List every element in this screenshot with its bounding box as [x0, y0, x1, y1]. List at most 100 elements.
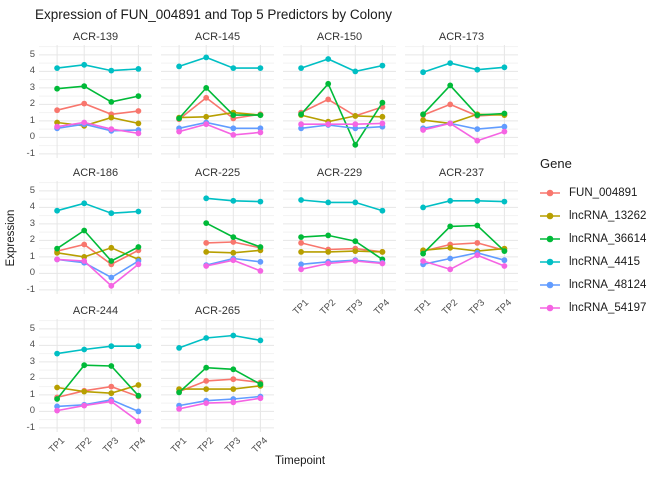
point-lncRNA_36614 — [420, 250, 426, 257]
point-lncRNA_36614 — [325, 80, 332, 87]
facet-panel-acr-145: ACR-145 — [161, 30, 274, 158]
point-lncRNA_36614 — [54, 245, 60, 252]
point-FUN_004891 — [203, 240, 210, 246]
line-lncRNA_54197 — [300, 260, 384, 271]
point-lncRNA_13262 — [420, 117, 426, 123]
point-lncRNA_54197 — [81, 258, 88, 264]
point-lncRNA_54197 — [352, 121, 359, 128]
x-tick-label: TP1 — [413, 297, 434, 318]
point-lncRNA_54197 — [54, 123, 60, 130]
point-lncRNA_4415 — [474, 197, 481, 204]
line-FUN_004891 — [300, 98, 384, 117]
line-lncRNA_4415 — [422, 62, 506, 74]
point-lncRNA_36614 — [81, 227, 88, 234]
point-lncRNA_54197 — [230, 399, 237, 406]
point-lncRNA_54197 — [203, 400, 210, 406]
legend-item-label: lncRNA_36614 — [569, 233, 647, 245]
point-lncRNA_54197 — [257, 395, 264, 402]
legend-title: Gene — [540, 156, 572, 171]
y-tick-label: 1 — [29, 388, 35, 400]
point-lncRNA_54197 — [176, 406, 182, 412]
x-tick-label: TP4 — [372, 297, 393, 318]
point-lncRNA_48124 — [501, 257, 508, 264]
point-lncRNA_4415 — [257, 198, 264, 205]
facet-panel-acr-244: ACR-244 5 4 3 2 1 0 -1 TP1 TP2 TP3 TP4 — [27, 304, 152, 455]
point-lncRNA_54197 — [474, 137, 481, 144]
legend-item-label: lncRNA_4415 — [569, 256, 640, 268]
point-lncRNA_48124 — [54, 403, 60, 410]
point-lncRNA_48124 — [135, 408, 142, 415]
point-lncRNA_36614 — [81, 362, 88, 369]
point-lncRNA_4415 — [54, 350, 60, 357]
facet-strip-label: ACR-229 — [316, 167, 363, 179]
point-lncRNA_54197 — [298, 121, 304, 128]
y-tick-label: 4 — [29, 201, 35, 213]
line-lncRNA_36614 — [422, 224, 506, 255]
point-lncRNA_48124 — [298, 125, 304, 132]
line-lncRNA_54197 — [422, 254, 506, 271]
point-lncRNA_36614 — [257, 381, 264, 388]
point-lncRNA_54197 — [176, 128, 182, 135]
facet-strip-label: ACR-225 — [194, 167, 241, 179]
y-tick-label: 2 — [29, 372, 35, 384]
line-lncRNA_4415 — [422, 199, 506, 209]
x-tick-label: TP3 — [345, 297, 366, 318]
legend-key-icon — [540, 258, 560, 266]
line-lncRNA_4415 — [178, 334, 262, 349]
point-lncRNA_4415 — [352, 68, 359, 75]
point-lncRNA_36614 — [54, 85, 60, 92]
point-lncRNA_36614 — [135, 244, 142, 250]
point-lncRNA_4415 — [447, 60, 454, 66]
line-lncRNA_48124 — [178, 121, 262, 130]
y-tick-label: 4 — [29, 65, 35, 77]
point-lncRNA_48124 — [447, 255, 454, 262]
legend-item-lncrna_48124: lncRNA_48124 — [540, 278, 646, 292]
point-lncRNA_4415 — [447, 197, 454, 204]
line-lncRNA_54197 — [178, 397, 262, 410]
point-lncRNA_54197 — [108, 282, 115, 289]
facet-strip-label: ACR-150 — [316, 31, 363, 43]
point-lncRNA_4415 — [501, 198, 508, 205]
facet-panel-acr-229: ACR-229 TP1 TP2 TP3 TP4 — [283, 166, 396, 317]
y-tick-label: 3 — [29, 81, 35, 93]
point-FUN_004891 — [230, 376, 237, 383]
line-FUN_004891 — [56, 243, 140, 266]
point-lncRNA_54197 — [230, 132, 237, 138]
x-tick-label: TP3 — [467, 297, 488, 318]
point-lncRNA_54197 — [501, 128, 508, 135]
legend-item-lncrna_13262: lncRNA_13262 — [540, 209, 646, 223]
line-lncRNA_54197 — [56, 121, 140, 135]
facet-strip-label: ACR-145 — [194, 31, 241, 43]
legend-item-lncrna_4415: lncRNA_4415 — [540, 255, 646, 269]
point-lncRNA_54197 — [230, 257, 237, 264]
y-tick-label: 5 — [29, 184, 35, 196]
point-lncRNA_4415 — [81, 61, 88, 68]
legend-key-icon — [540, 304, 560, 312]
x-tick-label: TP3 — [101, 435, 122, 456]
facet-plot-area — [283, 181, 396, 294]
point-lncRNA_13262 — [81, 254, 88, 260]
point-lncRNA_13262 — [352, 248, 359, 254]
point-lncRNA_13262 — [54, 384, 60, 391]
point-lncRNA_36614 — [501, 110, 508, 117]
facet-plot-area — [405, 45, 518, 158]
point-lncRNA_36614 — [108, 363, 115, 369]
legend: Gene FUN_004891 lncRNA_13262 lncRNA_36614 l… — [540, 156, 646, 324]
point-lncRNA_54197 — [81, 119, 88, 126]
y-tick-label: 2 — [29, 98, 35, 110]
point-lncRNA_4415 — [135, 66, 142, 72]
point-lncRNA_36614 — [230, 366, 237, 373]
x-tick-label: TP2 — [74, 435, 95, 456]
point-lncRNA_13262 — [135, 382, 142, 388]
y-tick-label: -1 — [26, 421, 35, 433]
point-lncRNA_54197 — [54, 256, 60, 263]
line-lncRNA_54197 — [422, 122, 506, 142]
line-lncRNA_36614 — [300, 82, 384, 147]
point-FUN_004891 — [203, 94, 210, 101]
facet-strip-label: ACR-173 — [438, 31, 485, 43]
point-lncRNA_36614 — [298, 234, 304, 240]
x-tick-label: TP1 — [169, 435, 190, 456]
point-lncRNA_36614 — [54, 396, 60, 402]
y-tick-label: 3 — [29, 355, 35, 367]
